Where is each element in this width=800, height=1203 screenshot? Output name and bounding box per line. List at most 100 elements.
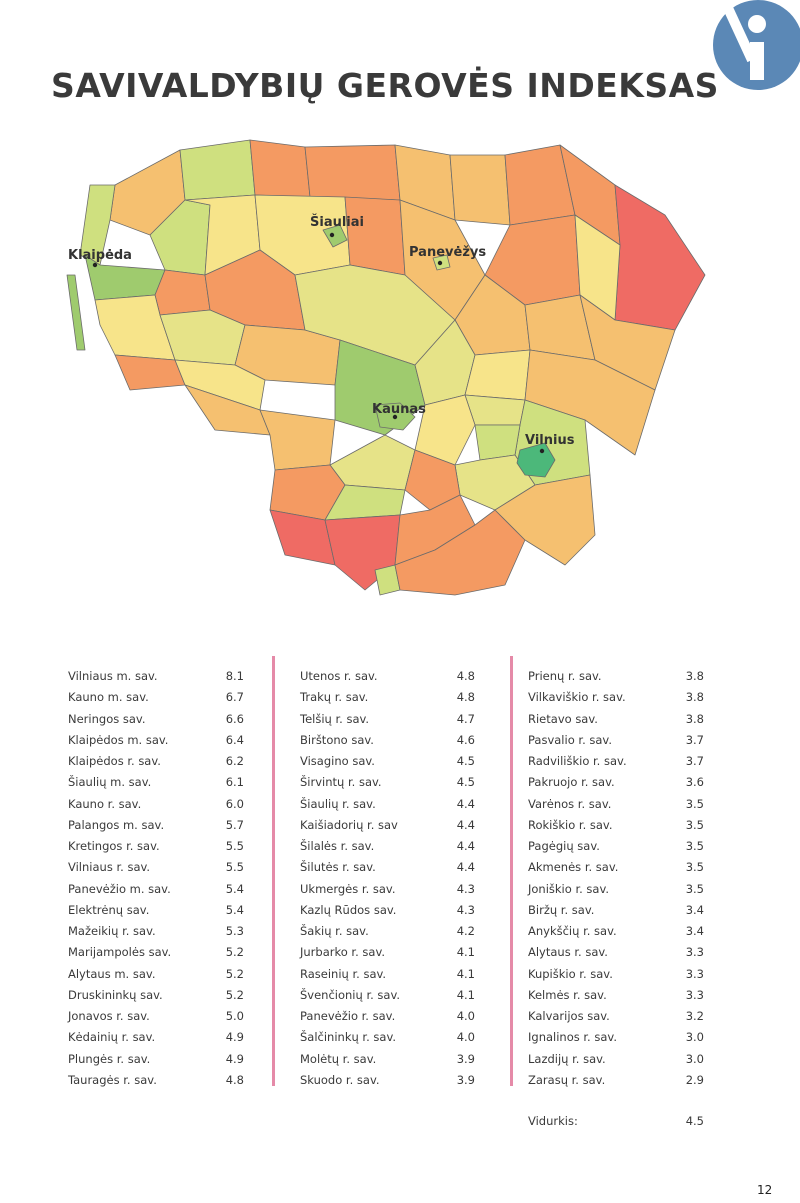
table-row: Klaipėdos m. sav. 6.4 bbox=[68, 730, 244, 751]
municipality-name: Kalvarijos sav. bbox=[528, 1009, 610, 1023]
index-value: 4.5 bbox=[456, 754, 475, 768]
index-value: 3.9 bbox=[456, 1051, 475, 1066]
region-neringa bbox=[66, 274, 86, 351]
table-row: Elektrėnų sav. 5.4 bbox=[68, 900, 244, 921]
average-row: Vidurkis: 4.5 bbox=[528, 1111, 704, 1132]
table-row: Šilutės r. sav. 4.4 bbox=[300, 857, 475, 878]
region-ukmerge bbox=[464, 349, 531, 401]
index-value: 6.7 bbox=[225, 690, 244, 705]
index-value: 4.4 bbox=[456, 817, 475, 832]
index-value: 4.5 bbox=[456, 775, 475, 790]
table-row: Kelmės r. sav. 3.3 bbox=[528, 985, 704, 1006]
table-row: Joniškio r. sav. 3.5 bbox=[528, 879, 704, 900]
table-row: Birštono sav. 4.6 bbox=[300, 730, 475, 751]
region-vilnius-m bbox=[516, 442, 556, 478]
municipality-name: Pagėgių sav. bbox=[528, 839, 600, 853]
table-row: Klaipėdos r. sav. 6.2 bbox=[68, 751, 244, 772]
table-row: Jurbarko r. sav. 4.1 bbox=[300, 942, 475, 963]
index-value: 4.8 bbox=[225, 1072, 244, 1087]
index-value: 4.9 bbox=[225, 1051, 244, 1066]
table-row: Ukmergės r. sav. 4.3 bbox=[300, 879, 475, 900]
city-label-panevezys: Panevėžys bbox=[409, 245, 486, 260]
municipality-name: Rokiškio r. sav. bbox=[528, 817, 613, 832]
table-row: Radviliškio r. sav. 3.7 bbox=[528, 751, 704, 772]
municipality-name: Švenčionių r. sav. bbox=[300, 987, 401, 1002]
table-row: Alytaus r. sav. 3.3 bbox=[528, 942, 704, 963]
table-row: Varėnos r. sav. 3.5 bbox=[528, 794, 704, 815]
table-row: Pasvalio r. sav. 3.7 bbox=[528, 730, 704, 751]
municipality-name: Panevėžio m. sav. bbox=[68, 881, 171, 896]
table-row: Kaišiadorių r. sav 4.4 bbox=[300, 815, 475, 836]
municipality-name: Kėdainių r. sav. bbox=[68, 1030, 156, 1045]
municipality-name: Raseinių r. sav. bbox=[300, 966, 387, 981]
city-label-vilnius: Vilnius bbox=[525, 433, 575, 448]
municipality-name: Skuodo r. sav. bbox=[300, 1072, 380, 1087]
table-row: Utenos r. sav. 4.8 bbox=[300, 666, 475, 687]
municipality-name: Vilniaus r. sav. bbox=[68, 860, 151, 875]
index-value: 6.1 bbox=[225, 775, 244, 790]
municipality-name: Šiaulių r. sav. bbox=[300, 796, 376, 811]
region-pasvalys bbox=[449, 154, 511, 226]
table-row: Neringos sav. 6.6 bbox=[68, 709, 244, 730]
municipality-name: Elektrėnų sav. bbox=[68, 902, 150, 917]
municipality-name: Druskininkų sav. bbox=[68, 987, 163, 1002]
table-row: Skuodo r. sav. 3.9 bbox=[300, 1070, 475, 1091]
index-value: 3.5 bbox=[685, 817, 704, 832]
table-row: Šilalės r. sav. 4.4 bbox=[300, 836, 475, 857]
index-value: 4.4 bbox=[456, 860, 475, 875]
table-row: Pagėgių sav. 3.5 bbox=[528, 836, 704, 857]
table-row: Rietavo sav. 3.8 bbox=[528, 709, 704, 730]
table-row: Biržų r. sav. 3.4 bbox=[528, 900, 704, 921]
table-row: Šakių r. sav. 4.2 bbox=[300, 921, 475, 942]
municipality-name: Klaipėdos r. sav. bbox=[68, 754, 161, 768]
municipality-name: Zarasų r. sav. bbox=[528, 1072, 606, 1087]
table-row: Telšių r. sav. 4.7 bbox=[300, 709, 475, 730]
municipality-name: Panevėžio r. sav. bbox=[300, 1009, 396, 1023]
index-value: 4.2 bbox=[456, 924, 475, 938]
table-row: Molėtų r. sav. 3.9 bbox=[300, 1049, 475, 1070]
table-row: Širvintų r. sav. 4.5 bbox=[300, 772, 475, 793]
index-value: 3.5 bbox=[685, 860, 704, 875]
index-value: 6.4 bbox=[225, 732, 244, 747]
table-row: Kretingos r. sav. 5.5 bbox=[68, 836, 244, 857]
ranking-column-2: Utenos r. sav. 4.8 Trakų r. sav. 4.8 Telšių … bbox=[300, 666, 475, 1091]
municipality-name: Jonavos r. sav. bbox=[68, 1009, 150, 1023]
index-value: 5.7 bbox=[225, 817, 244, 832]
municipality-name: Palangos m. sav. bbox=[68, 817, 165, 832]
index-value: 3.9 bbox=[456, 1072, 475, 1087]
index-value: 4.8 bbox=[456, 690, 475, 705]
index-value: 4.1 bbox=[456, 945, 475, 960]
municipality-name: Varėnos r. sav. bbox=[528, 796, 612, 811]
municipality-name: Visagino sav. bbox=[300, 754, 375, 768]
municipality-name: Kazlų Rūdos sav. bbox=[300, 902, 397, 917]
city-label-klaipeda: Klaipėda bbox=[68, 248, 132, 263]
index-value: 3.2 bbox=[685, 1009, 704, 1023]
index-value: 3.8 bbox=[685, 669, 704, 683]
region-zarasai bbox=[614, 184, 706, 331]
table-row: Lazdijų r. sav. 3.0 bbox=[528, 1049, 704, 1070]
column-separator bbox=[272, 656, 275, 1086]
index-value: 5.0 bbox=[225, 1009, 244, 1023]
municipality-name: Pasvalio r. sav. bbox=[528, 732, 612, 747]
municipality-name: Ignalinos r. sav. bbox=[528, 1030, 617, 1045]
municipality-name: Neringos sav. bbox=[68, 711, 146, 726]
municipality-name: Telšių r. sav. bbox=[300, 711, 370, 726]
index-value: 4.4 bbox=[456, 796, 475, 811]
index-value: 3.5 bbox=[685, 839, 704, 853]
municipality-name: Plungės r. sav. bbox=[68, 1051, 151, 1066]
logo-icon bbox=[713, 0, 800, 90]
table-row: Akmenės r. sav. 3.5 bbox=[528, 857, 704, 878]
municipality-name: Trakų r. sav. bbox=[300, 690, 369, 705]
municipality-name: Utenos r. sav. bbox=[300, 669, 378, 683]
table-row: Kėdainių r. sav. 4.9 bbox=[68, 1027, 244, 1048]
municipality-name: Molėtų r. sav. bbox=[300, 1051, 377, 1066]
index-value: 3.5 bbox=[685, 796, 704, 811]
average-value: 4.5 bbox=[685, 1114, 704, 1128]
index-value: 3.8 bbox=[685, 711, 704, 726]
table-row: Panevėžio m. sav. 5.4 bbox=[68, 879, 244, 900]
municipality-name: Lazdijų r. sav. bbox=[528, 1051, 606, 1066]
municipality-name: Biržų r. sav. bbox=[528, 902, 595, 917]
table-row: Visagino sav. 4.5 bbox=[300, 751, 475, 772]
index-value: 3.7 bbox=[685, 754, 704, 768]
table-row: Tauragės r. sav. 4.8 bbox=[68, 1070, 244, 1091]
